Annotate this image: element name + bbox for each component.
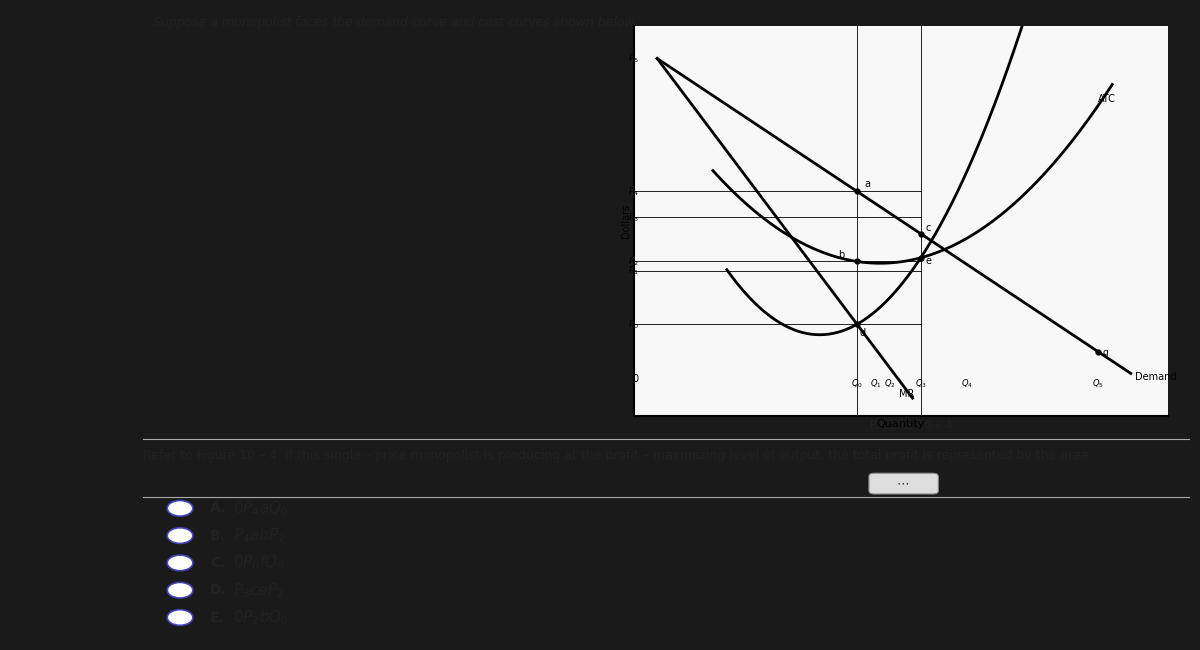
Text: d: d [859,328,865,337]
Text: $P_2$: $P_2$ [628,255,638,268]
Text: E.: E. [210,610,224,625]
Text: $0P_0fQ_0$: $0P_0fQ_0$ [234,554,286,572]
Text: ATC: ATC [1098,94,1116,104]
Text: $P_3ceP_2$: $P_3ceP_2$ [234,581,284,599]
Text: $P_0$: $P_0$ [628,318,638,330]
Text: $Q_1$: $Q_1$ [870,377,882,389]
Text: $Q_3$: $Q_3$ [914,377,926,389]
Y-axis label: Dollars: Dollars [622,204,631,238]
Text: 0: 0 [632,374,638,383]
FancyBboxPatch shape [869,473,938,494]
Text: Refer to Figure 10 – 4. If this single – price monopolist is producing at the pr: Refer to Figure 10 – 4. If this single –… [143,448,1088,461]
Circle shape [167,555,193,571]
Circle shape [167,582,193,598]
Text: $P_4abP_2$: $P_4abP_2$ [234,526,286,545]
Text: $P_1$: $P_1$ [628,265,638,278]
Text: ⋯: ⋯ [896,477,910,490]
Text: Suppose a monopolist faces the demand curve and cost curves shown below.: Suppose a monopolist faces the demand cu… [154,16,638,29]
Text: b: b [839,250,845,260]
Text: D.: D. [210,583,227,597]
Text: $P_5$: $P_5$ [628,52,638,65]
Circle shape [167,500,193,516]
Text: C.: C. [210,556,226,570]
Text: $P_3$: $P_3$ [628,211,638,224]
Text: $Q_4$: $Q_4$ [961,377,973,389]
Text: A.: A. [210,501,227,515]
Text: $0P_4aQ_0$: $0P_4aQ_0$ [234,499,289,517]
Text: $Q_0$: $Q_0$ [851,377,863,389]
Text: e: e [925,256,931,266]
Text: c: c [925,222,931,233]
Text: FIGURE 10 – 4: FIGURE 10 – 4 [870,419,953,432]
Text: $Q_5$: $Q_5$ [1092,377,1104,389]
X-axis label: Quantity: Quantity [877,419,925,429]
Circle shape [167,610,193,625]
Circle shape [167,528,193,543]
Text: B.: B. [210,528,226,543]
Text: Demand: Demand [1135,372,1177,382]
Text: a: a [864,179,870,188]
Text: g: g [1103,348,1109,357]
Text: $P_4$: $P_4$ [628,185,638,198]
Text: $Q_2$: $Q_2$ [883,377,895,389]
Text: MR: MR [899,389,914,399]
Text: $0P_2bQ_0$: $0P_2bQ_0$ [234,608,289,627]
